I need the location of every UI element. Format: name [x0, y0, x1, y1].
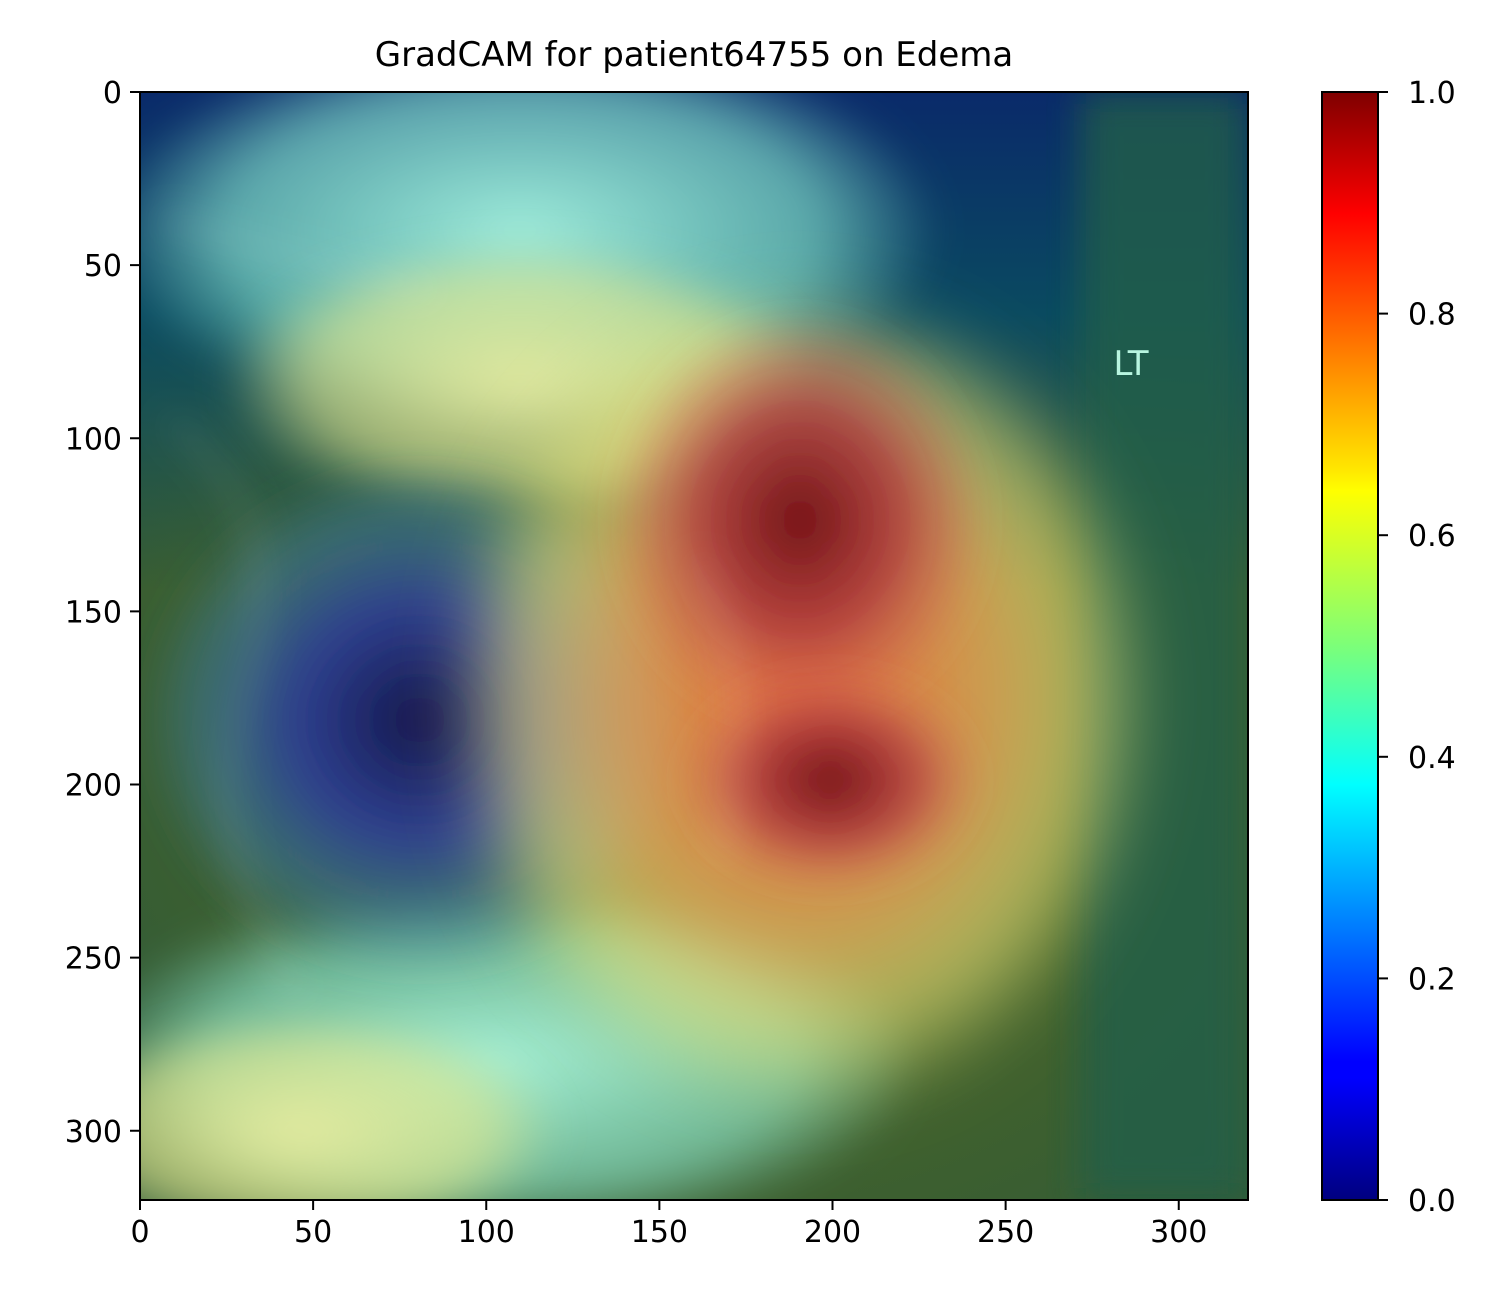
- y-tick-label: 0: [103, 76, 122, 111]
- colorbar-tick-label: 0.2: [1408, 962, 1456, 997]
- x-tick-label: 250: [977, 1215, 1034, 1250]
- colorbar-tick-label: 0.8: [1408, 298, 1456, 333]
- x-tick-label: 0: [130, 1215, 149, 1250]
- y-tick-label: 100: [65, 422, 122, 457]
- colorbar-axis: 0.0 0.2 0.4 0.6 0.8 1.0: [1378, 76, 1456, 1219]
- x-tick-label: 200: [804, 1215, 861, 1250]
- colorbar-tick-label: 0.6: [1408, 519, 1456, 554]
- x-tick-label: 150: [631, 1215, 688, 1250]
- chart-title: GradCAM for patient64755 on Edema: [375, 35, 1014, 75]
- x-axis: 0 50 100 150 200 250 300: [130, 1200, 1207, 1250]
- colorbar-tick-label: 0.4: [1408, 741, 1456, 776]
- y-tick-label: 300: [65, 1115, 122, 1150]
- plot-frame: [139, 91, 1249, 1201]
- colorbar: [1321, 91, 1379, 1201]
- x-tick-label: 100: [458, 1215, 515, 1250]
- gradcam-heatmap: [140, 92, 1248, 1200]
- y-tick-label: 150: [65, 595, 122, 630]
- x-tick-label: 50: [294, 1215, 332, 1250]
- x-tick-label: 300: [1150, 1215, 1207, 1250]
- y-tick-label: 50: [84, 249, 122, 284]
- colorbar-tick-label: 0.0: [1408, 1184, 1456, 1219]
- lt-annotation: LT: [1113, 344, 1148, 384]
- y-tick-label: 250: [65, 942, 122, 977]
- colorbar-tick-label: 1.0: [1408, 76, 1456, 111]
- y-axis: 0 50 100 150 200 250 300: [65, 76, 140, 1150]
- y-tick-label: 200: [65, 769, 122, 804]
